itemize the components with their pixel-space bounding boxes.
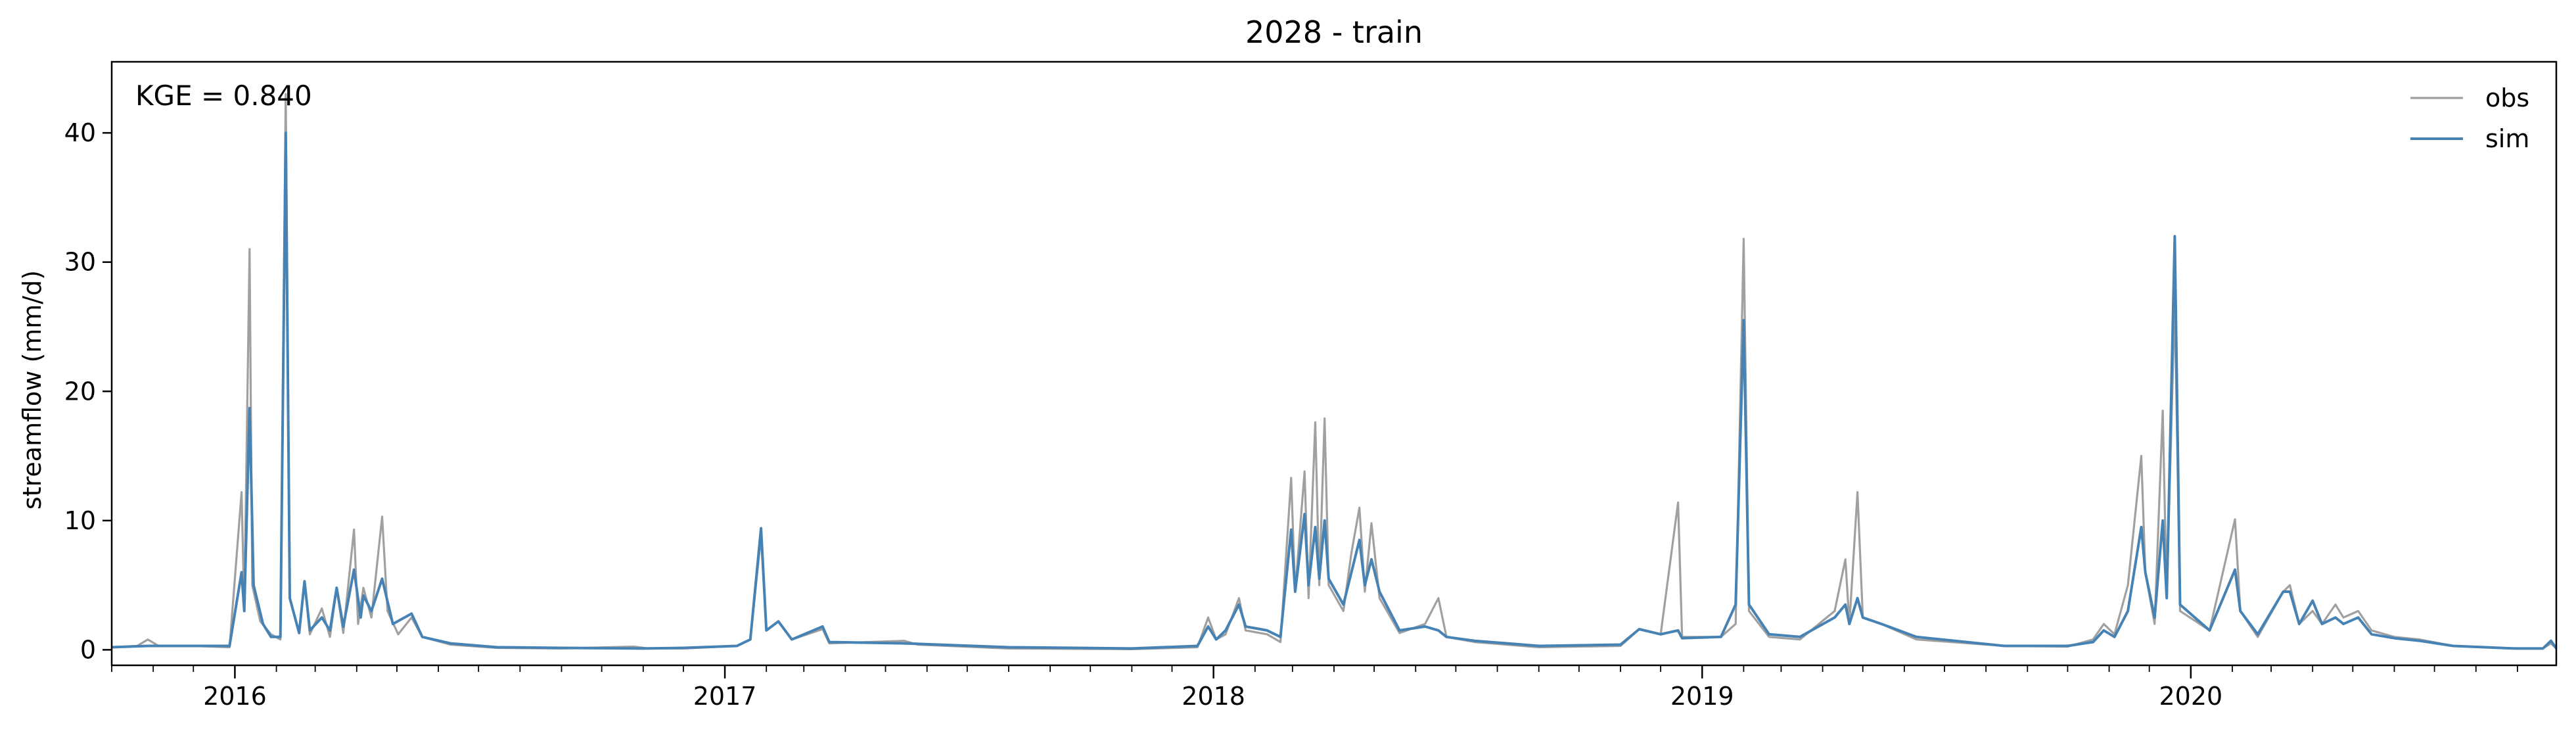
series-line-obs — [111, 93, 2558, 651]
x-tick-label: 2016 — [203, 682, 267, 711]
y-axis: 0 10 20 30 40 — [64, 118, 112, 664]
legend-label-sim: sim — [2485, 124, 2529, 153]
y-tick-label: 0 — [80, 635, 96, 664]
x-tick-label: 2018 — [1182, 682, 1245, 711]
series-layer — [111, 93, 2558, 651]
kge-annotation: KGE = 0.840 — [135, 80, 312, 112]
chart-title: 2028 - train — [1245, 14, 1423, 50]
y-tick-label: 40 — [64, 118, 96, 147]
legend: obs sim — [2410, 83, 2529, 153]
y-tick-label: 10 — [64, 506, 96, 535]
axes-frame — [110, 60, 2558, 667]
y-axis-label: streamflow (mm/d) — [18, 270, 47, 510]
y-tick-label: 20 — [64, 377, 96, 406]
y-tick-label: 30 — [64, 248, 96, 277]
series-line-sim — [111, 131, 2558, 650]
legend-label-obs: obs — [2485, 83, 2529, 112]
x-axis: 2016 2017 2018 2019 2020 — [111, 665, 2518, 711]
x-tick-label: 2020 — [2159, 682, 2222, 711]
plot-area: 0 10 20 30 40 2016 2017 2018 2019 2020 KGE = 0.8… — [64, 60, 2558, 711]
x-tick-label: 2019 — [1670, 682, 1734, 711]
x-tick-label: 2017 — [693, 682, 757, 711]
